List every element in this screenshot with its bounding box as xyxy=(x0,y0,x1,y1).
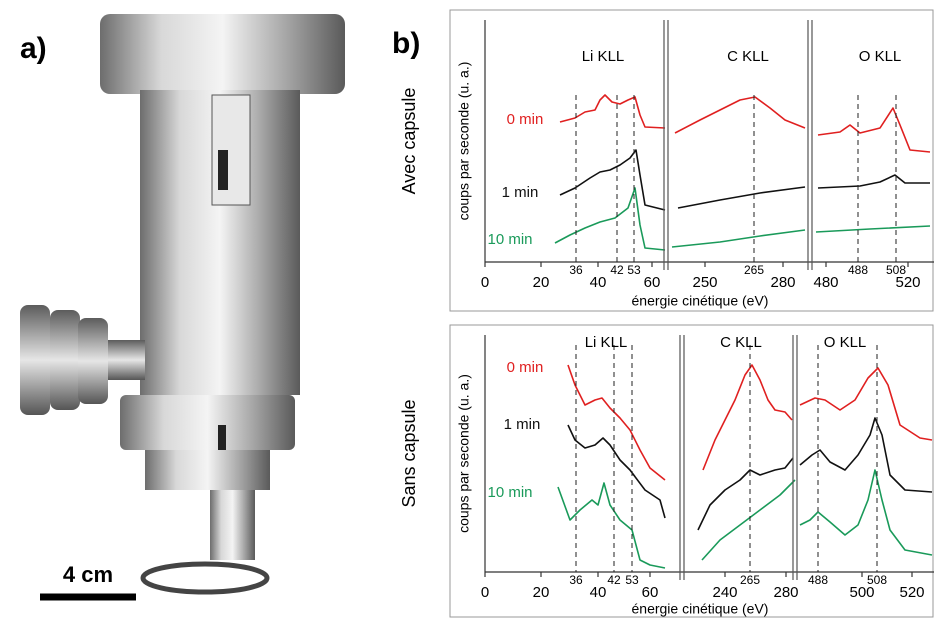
time-label: 0 min xyxy=(507,111,544,128)
x-tick-label: 250 xyxy=(692,274,717,291)
condition-label: Avec capsule xyxy=(399,88,419,195)
peak-label: 53 xyxy=(627,263,641,277)
scale-label: 4 cm xyxy=(63,562,113,587)
x-tick-label: 480 xyxy=(813,274,838,291)
section-title: O KLL xyxy=(824,334,867,351)
time-label: 1 min xyxy=(504,416,541,433)
x-tick-label: 60 xyxy=(642,584,659,601)
peak-label: 265 xyxy=(740,573,760,587)
peak-label: 42 xyxy=(607,573,621,587)
y-axis-title: coups par seconde (u. a.) xyxy=(456,62,472,221)
peak-label: 508 xyxy=(867,573,887,587)
section-title: C KLL xyxy=(727,48,769,65)
section-title: Li KLL xyxy=(582,48,625,65)
time-label: 10 min xyxy=(487,484,532,501)
peak-label: 488 xyxy=(848,263,868,277)
x-tick-label: 20 xyxy=(533,274,550,291)
photo xyxy=(20,14,345,595)
panel-label: b) xyxy=(392,27,420,60)
plot-frame xyxy=(449,324,934,618)
peak-label: 42 xyxy=(610,263,624,277)
y-axis-title: coups par seconde (u. a.) xyxy=(456,374,472,533)
x-tick-label: 280 xyxy=(773,584,798,601)
condition-label: Sans capsule xyxy=(399,399,419,507)
x-tick-label: 520 xyxy=(895,274,920,291)
peak-label: 488 xyxy=(808,573,828,587)
spectra-top xyxy=(554,94,931,251)
peak-label: 508 xyxy=(886,263,906,277)
panel-label: a) xyxy=(20,32,47,65)
section-title: O KLL xyxy=(859,48,902,65)
x-tick-label: 280 xyxy=(770,274,795,291)
x-tick-label: 520 xyxy=(899,584,924,601)
x-tick-label: 0 xyxy=(481,274,489,291)
x-tick-label: 500 xyxy=(849,584,874,601)
x-axis-title: énergie cinétique (eV) xyxy=(632,293,769,309)
peak-label: 36 xyxy=(569,573,583,587)
x-axis-title: énergie cinétique (eV) xyxy=(632,601,769,617)
time-label: 1 min xyxy=(502,184,539,201)
peak-label: 53 xyxy=(625,573,639,587)
plot-frame xyxy=(449,9,934,312)
time-label: 10 min xyxy=(487,231,532,248)
x-tick-label: 60 xyxy=(644,274,661,291)
x-tick-label: 40 xyxy=(590,584,607,601)
section-title: C KLL xyxy=(720,334,762,351)
section-title: Li KLL xyxy=(585,334,628,351)
x-tick-label: 240 xyxy=(712,584,737,601)
peak-label: 265 xyxy=(744,263,764,277)
peak-label: 36 xyxy=(569,263,583,277)
time-label: 0 min xyxy=(507,359,544,376)
x-tick-label: 20 xyxy=(533,584,550,601)
x-tick-label: 40 xyxy=(590,274,607,291)
x-tick-label: 0 xyxy=(481,584,489,601)
